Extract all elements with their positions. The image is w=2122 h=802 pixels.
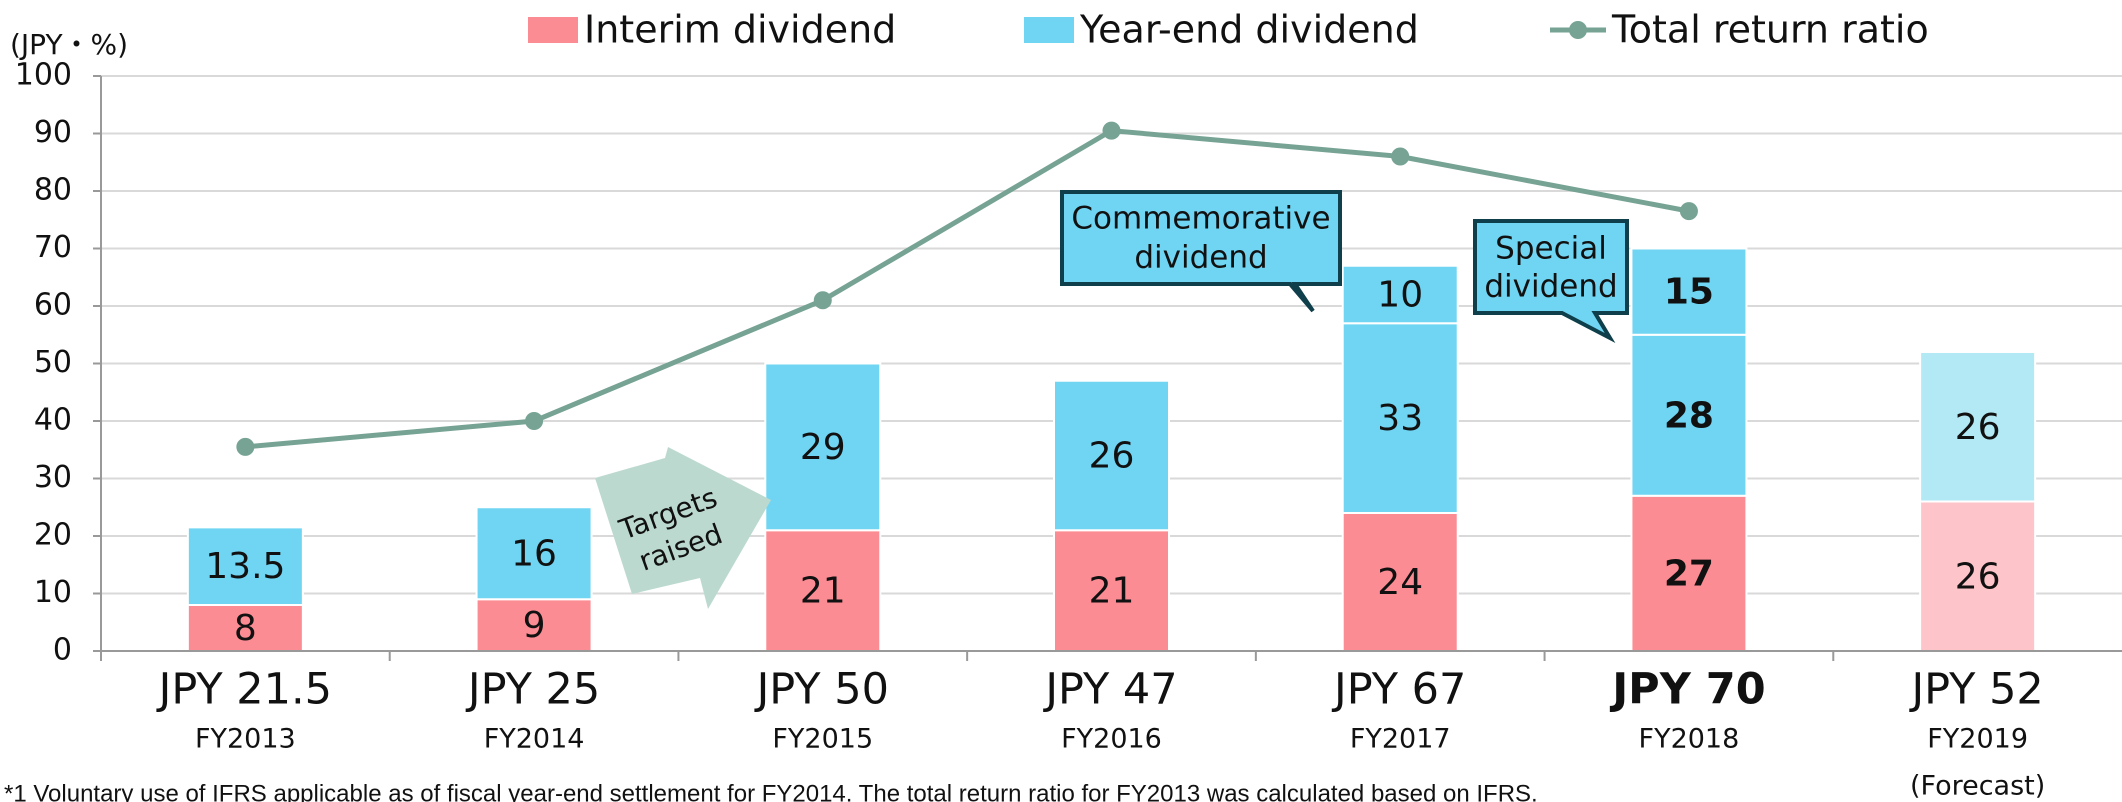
data-label: 24	[1377, 562, 1423, 603]
bar-segment	[764, 529, 882, 652]
commemorative-callout	[1060, 190, 1342, 313]
ratio-point	[1391, 147, 1410, 166]
total-label: JPY 50	[754, 665, 889, 715]
special-callout	[1473, 219, 1629, 344]
legend-marker	[1569, 21, 1587, 39]
data-label: 15	[1664, 272, 1714, 313]
total-label: JPY 47	[1042, 665, 1177, 715]
data-label: 28	[1664, 395, 1714, 436]
bar-segment	[1919, 351, 2037, 503]
x-tick-label: FY2013	[195, 724, 296, 755]
targets-arrow	[595, 447, 771, 609]
data-label: 21	[800, 571, 846, 612]
bar-segment	[1341, 264, 1459, 325]
bar-segment	[1341, 512, 1459, 652]
total-label: JPY 52	[1908, 665, 2043, 715]
x-tick-label: FY2018	[1639, 724, 1740, 755]
y-unit-label: (JPY・%)	[10, 28, 128, 61]
data-label: 16	[511, 533, 557, 574]
y-tick-label: 80	[34, 173, 72, 208]
ratio-point	[236, 437, 255, 456]
total-label: JPY 25	[465, 665, 600, 715]
y-tick-label: 50	[34, 345, 72, 380]
data-label: 9	[523, 605, 546, 646]
data-label: 27	[1664, 553, 1714, 594]
legend-swatch	[528, 17, 578, 43]
data-label: 26	[1955, 407, 2001, 448]
legend-label: Year-end dividend	[1079, 8, 1419, 52]
annotation-text: Commemorative	[1071, 201, 1330, 237]
bar-segment	[1630, 247, 1748, 336]
total-label: JPY 21.5	[156, 665, 332, 715]
legend-label: Total return ratio	[1611, 8, 1929, 52]
data-label: 33	[1377, 398, 1423, 439]
y-tick-label: 20	[34, 518, 72, 553]
bar-segment	[186, 604, 304, 652]
bar-segment	[1053, 379, 1170, 532]
total-label: JPY 70	[1609, 665, 1765, 715]
data-label: 8	[234, 608, 257, 649]
bar-segment	[475, 506, 593, 601]
x-tick-label: FY2015	[772, 724, 873, 755]
y-tick-label: 30	[34, 460, 72, 495]
y-tick-label: 90	[34, 115, 72, 150]
legend-label: Interim dividend	[584, 8, 896, 52]
ratio-point	[525, 412, 544, 430]
x-tick-label: FY2019	[1927, 724, 2028, 755]
y-tick-label: 60	[34, 288, 72, 323]
x-tick-label: FY2016	[1061, 724, 1162, 755]
data-label: 13.5	[205, 546, 285, 587]
data-label: 26	[1955, 556, 2001, 597]
annotation-text: dividend	[1484, 269, 1617, 305]
x-tick-label: FY2017	[1350, 724, 1451, 755]
legend-swatch	[1024, 17, 1074, 43]
ratio-line	[245, 128, 1690, 450]
annotations: Targets raised Commemorative dividend Sp…	[595, 190, 1629, 609]
y-tick-label: 10	[34, 575, 72, 610]
ratio-point	[813, 291, 832, 310]
bar-segment	[1341, 322, 1459, 514]
data-label: 21	[1089, 571, 1135, 612]
bar-segment	[764, 362, 882, 532]
category-note: (Forecast)	[1910, 771, 2045, 802]
total-label: JPY 67	[1331, 665, 1466, 715]
bar-segment	[1630, 333, 1748, 497]
data-label: 10	[1377, 275, 1423, 316]
ratio-point	[1679, 202, 1698, 221]
footnote: *1 Voluntary use of IFRS applicable as o…	[4, 780, 1538, 802]
y-tick-label: 40	[34, 403, 72, 438]
bar-segment	[475, 598, 593, 652]
ratio-point	[1102, 121, 1121, 140]
y-tick-label: 0	[53, 633, 72, 668]
x-tick-label: FY2014	[484, 724, 585, 755]
y-tick-label: 100	[15, 58, 72, 93]
data-label: 29	[800, 427, 846, 468]
bar-segment	[186, 526, 304, 606]
y-tick-label: 70	[34, 230, 72, 265]
bar-segment	[1630, 494, 1748, 652]
annotation-text: Special	[1495, 231, 1607, 267]
data-label: 26	[1089, 436, 1135, 477]
annotation-text: dividend	[1134, 240, 1267, 276]
